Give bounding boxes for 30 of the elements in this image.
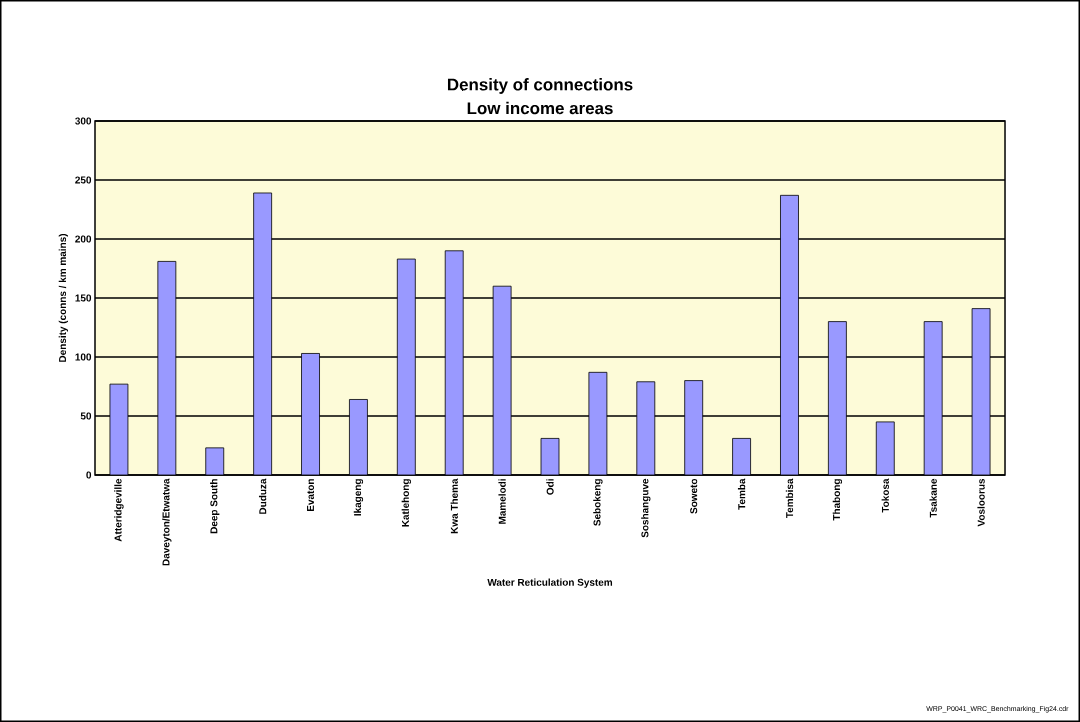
chart-subtitle: Low income areas xyxy=(467,101,613,115)
x-tick-label: Tokosa xyxy=(881,478,889,513)
x-axis-title: Water Reticulation System xyxy=(487,578,613,588)
x-tick-label: Thabong xyxy=(832,479,843,521)
x-tick-label: Atteridgeville xyxy=(114,478,124,542)
y-tick-label: 100 xyxy=(75,353,92,361)
x-tick-label: Deep South xyxy=(210,479,220,534)
x-tick-label: Sebokeng xyxy=(593,479,603,526)
y-tick-label: 150 xyxy=(75,294,92,302)
x-tick-label: Vosloorus xyxy=(977,478,985,527)
x-tick-label: Tsakane xyxy=(929,478,937,518)
y-tick-label: 0 xyxy=(86,471,92,479)
chart-title: Density of connections xyxy=(447,78,633,94)
x-tick-label: Evaton xyxy=(307,479,314,512)
x-tick-label: Ikageng xyxy=(353,479,364,516)
x-tick-label: Katlehong xyxy=(401,479,411,527)
x-tick-label: Duduza xyxy=(258,478,267,514)
x-tick-label: Mamelodi xyxy=(498,479,506,524)
x-tick-label: Daveyton/Etwatwa xyxy=(162,478,172,566)
x-tick-label: Temba xyxy=(737,478,746,510)
x-tick-label: Odi xyxy=(546,479,554,495)
y-axis-title: Density (conns / km mains) xyxy=(58,234,69,362)
y-tick-label: 300 xyxy=(75,117,92,125)
y-tick-label: 50 xyxy=(80,412,92,420)
x-tick-label: Kwa Thema xyxy=(450,478,458,534)
x-tick-label: Soweto xyxy=(690,478,698,514)
y-tick-label: 200 xyxy=(75,235,92,243)
x-tick-label: Soshanguve xyxy=(641,478,651,538)
y-tick-label: 250 xyxy=(75,176,92,184)
x-tick-label: Tembisa xyxy=(785,478,794,519)
